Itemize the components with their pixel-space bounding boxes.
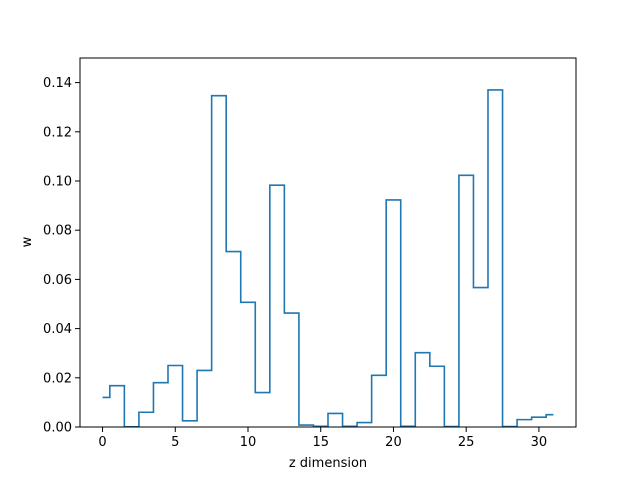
- y-tick-label: 0.06: [43, 273, 72, 288]
- x-tick-label: 25: [458, 435, 475, 450]
- y-tick-label: 0.10: [43, 175, 72, 190]
- y-axis-label: w: [20, 236, 35, 247]
- x-axis-label: z dimension: [289, 456, 367, 471]
- x-axis-ticks: 0 5 10 15 20 25 30: [98, 427, 547, 450]
- y-tick-label: 0.04: [43, 322, 72, 337]
- x-tick-label: 10: [240, 435, 257, 450]
- x-tick-label: 5: [171, 435, 179, 450]
- x-tick-label: 15: [312, 435, 329, 450]
- y-tick-label: 0.02: [43, 371, 72, 386]
- y-tick-label: 0.14: [43, 76, 72, 91]
- x-tick-label: 30: [531, 435, 548, 450]
- series-line-0: [102, 89, 554, 428]
- y-axis-ticks: 0.00 0.02 0.04 0.06 0.08 0.10 0.12 0.14: [43, 76, 80, 436]
- y-tick-label: 0.12: [43, 125, 72, 140]
- y-tick-label: 0.08: [43, 224, 72, 239]
- plot-frame: [79, 57, 577, 428]
- y-tick-label: 0.00: [43, 421, 72, 436]
- x-tick-label: 0: [98, 435, 106, 450]
- x-tick-label: 20: [385, 435, 402, 450]
- series-layer: [102, 89, 554, 428]
